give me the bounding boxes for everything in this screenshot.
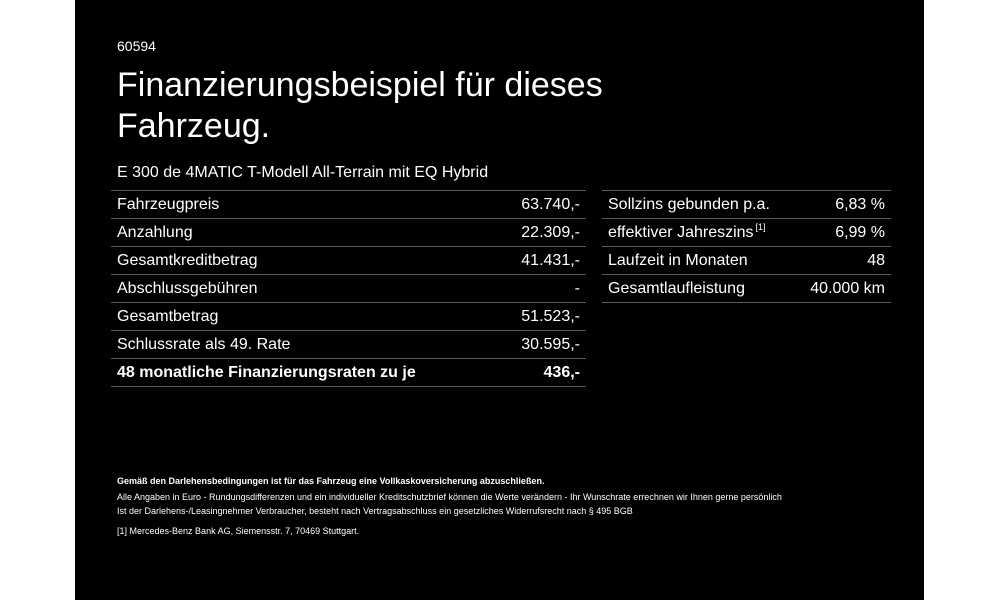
row-value: 51.523,- bbox=[521, 307, 580, 325]
row-label: Abschlussgebühren bbox=[117, 279, 258, 297]
table-row: effektiver Jahreszins [1] 6,99 % bbox=[602, 219, 891, 247]
row-value: 6,99 % bbox=[835, 223, 885, 241]
row-label: Fahrzeugpreis bbox=[117, 195, 220, 213]
table-row: Laufzeit in Monaten 48 bbox=[602, 247, 891, 275]
title-line-1: Finanzierungsbeispiel für dieses bbox=[117, 66, 603, 104]
table-row: Gesamtbetrag 51.523,- bbox=[111, 303, 586, 331]
vehicle-code: 60594 bbox=[117, 38, 156, 54]
legal-footer: Gemäß den Darlehensbedingungen ist für d… bbox=[117, 474, 897, 538]
disclaimer-line-2: Ist der Darlehens-/Leasingnehmer Verbrau… bbox=[117, 506, 633, 516]
row-label: Anzahlung bbox=[117, 223, 193, 241]
row-value: 48 bbox=[867, 251, 885, 269]
table-row: Abschlussgebühren - bbox=[111, 275, 586, 303]
table-row: Fahrzeugpreis 63.740,- bbox=[111, 191, 586, 219]
footnote: [1] Mercedes-Benz Bank AG, Siemensstr. 7… bbox=[117, 524, 897, 538]
monthly-rate-row: 48 monatliche Finanzierungsraten zu je 4… bbox=[111, 359, 586, 387]
disclaimer-line-1: Alle Angaben in Euro - Rundungsdifferenz… bbox=[117, 492, 782, 502]
row-value: 436,- bbox=[543, 363, 580, 381]
row-value: 40.000 km bbox=[810, 279, 885, 297]
table-row: Gesamtlaufleistung 40.000 km bbox=[602, 275, 891, 303]
table-row: Sollzins gebunden p.a. 6,83 % bbox=[602, 191, 891, 219]
footnote-marker: [1] bbox=[117, 526, 128, 536]
title-line-2: Fahrzeug. bbox=[117, 107, 271, 145]
row-value: 63.740,- bbox=[521, 195, 580, 213]
row-value: 22.309,- bbox=[521, 223, 580, 241]
footnote-text: Mercedes-Benz Bank AG, Siemensstr. 7, 70… bbox=[129, 526, 360, 536]
row-label: Gesamtkreditbetrag bbox=[117, 251, 258, 269]
table-row: Anzahlung 22.309,- bbox=[111, 219, 586, 247]
terms-table: Sollzins gebunden p.a. 6,83 % effektiver… bbox=[602, 190, 891, 303]
row-label: Laufzeit in Monaten bbox=[608, 251, 748, 269]
table-row: Schlussrate als 49. Rate 30.595,- bbox=[111, 331, 586, 359]
row-value: 30.595,- bbox=[521, 335, 580, 353]
row-label: Gesamtlaufleistung bbox=[608, 279, 745, 297]
row-label-text: effektiver Jahreszins bbox=[608, 223, 754, 241]
row-label: Gesamtbetrag bbox=[117, 307, 219, 325]
row-value: 6,83 % bbox=[835, 195, 885, 213]
row-value: 41.431,- bbox=[521, 251, 580, 269]
insurance-notice: Gemäß den Darlehensbedingungen ist für d… bbox=[117, 476, 545, 486]
financing-table: Fahrzeugpreis 63.740,- Anzahlung 22.309,… bbox=[111, 190, 586, 387]
financing-panel: 60594 Finanzierungsbeispiel für dieses F… bbox=[75, 0, 924, 600]
page-title: Finanzierungsbeispiel für dieses Fahrzeu… bbox=[117, 65, 677, 147]
table-row: Gesamtkreditbetrag 41.431,- bbox=[111, 247, 586, 275]
model-name: E 300 de 4MATIC T-Modell All-Terrain mit… bbox=[117, 164, 489, 181]
footnote-marker: [1] bbox=[755, 221, 766, 232]
row-label: 48 monatliche Finanzierungsraten zu je bbox=[117, 363, 416, 381]
row-label: effektiver Jahreszins [1] bbox=[608, 221, 766, 242]
row-value: - bbox=[574, 279, 580, 297]
row-label: Schlussrate als 49. Rate bbox=[117, 335, 291, 353]
row-label: Sollzins gebunden p.a. bbox=[608, 195, 770, 213]
